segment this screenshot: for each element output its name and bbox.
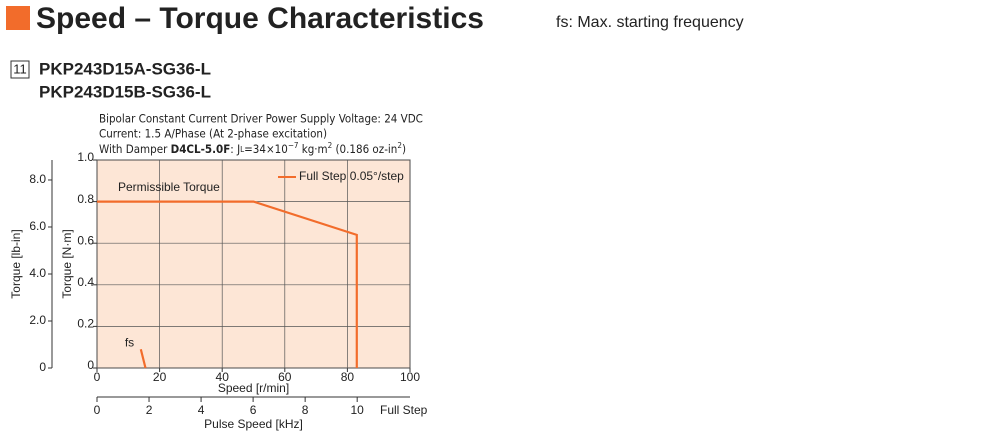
text: 2 <box>328 141 333 150</box>
x-tick-label: 80 <box>341 370 355 384</box>
x2-axis-label: Pulse Speed [kHz] <box>204 417 303 431</box>
text: L <box>240 145 244 154</box>
torque-curve <box>97 200 358 368</box>
y2-tick-label: 8.0 <box>29 172 46 186</box>
x-tick-label: 60 <box>278 370 292 384</box>
x-tick-label: 40 <box>216 370 230 384</box>
y-tick-label: 0.6 <box>77 233 94 247</box>
x2-unit: Full Step <box>380 403 428 417</box>
text: With Damper <box>99 142 171 156</box>
x2-tick-label: 0 <box>94 403 101 417</box>
number-box <box>10 60 30 79</box>
y2-tick-label: 0 <box>39 360 46 374</box>
text: : J <box>230 142 240 156</box>
title-square <box>6 6 30 30</box>
x2-tick-label: 8 <box>302 403 309 417</box>
text: 2 <box>397 141 402 150</box>
y2-tick-label: 2.0 <box>29 313 46 327</box>
text: =34×10 <box>244 142 288 156</box>
condition: Current: 1.5 A/Phase (At 2-phase excitat… <box>99 127 327 141</box>
y-tick-label: 0.4 <box>77 275 94 289</box>
text: ) <box>402 142 406 156</box>
fs-line <box>139 349 147 369</box>
y-axis-label: Torque [N·m] <box>60 229 74 298</box>
y2-tick-label: 6.0 <box>29 219 46 233</box>
fs-label: fs <box>125 335 134 349</box>
x2-tick-label: 6 <box>250 403 257 417</box>
page-note: fs: Max. starting frequency <box>556 14 744 31</box>
x2-tick-label: 2 <box>146 403 153 417</box>
x2-tick-label: 4 <box>198 403 205 417</box>
y-tick-label: 0.8 <box>77 192 94 206</box>
text: (0.186 oz-in <box>332 142 397 156</box>
annotation: Permissible Torque <box>118 180 220 194</box>
y2-tick-label: 4.0 <box>29 266 46 280</box>
x-tick-label: 0 <box>94 370 101 384</box>
y-tick-label: 0 <box>87 358 94 372</box>
legend-label: Full Step 0.05°/step <box>299 169 404 183</box>
y-tick-label: 1.0 <box>77 150 94 164</box>
page-title: Speed – Torque Characteristics <box>36 2 484 35</box>
x-tick-label: 100 <box>400 370 420 384</box>
x2-tick-label: 10 <box>351 403 365 417</box>
text: −7 <box>288 141 299 150</box>
model: PKP243D15B-SG36-L <box>39 82 211 101</box>
y2-axis-label: Torque [lb-in] <box>9 229 23 298</box>
model: PKP243D15A-SG36-L <box>39 59 211 78</box>
y-tick-label: 0.2 <box>77 317 94 331</box>
condition: Bipolar Constant Current Driver Power Su… <box>99 112 423 126</box>
damper-condition: With Damper D4CL-5.0F: JL=34×10−7 kg·m2 … <box>99 141 406 156</box>
text: kg·m <box>298 142 327 156</box>
number: 11 <box>13 61 27 76</box>
x-tick-label: 20 <box>153 370 167 384</box>
x-axis-label: Speed [r/min] <box>218 381 289 395</box>
text: D4CL-5.0F <box>171 142 231 156</box>
